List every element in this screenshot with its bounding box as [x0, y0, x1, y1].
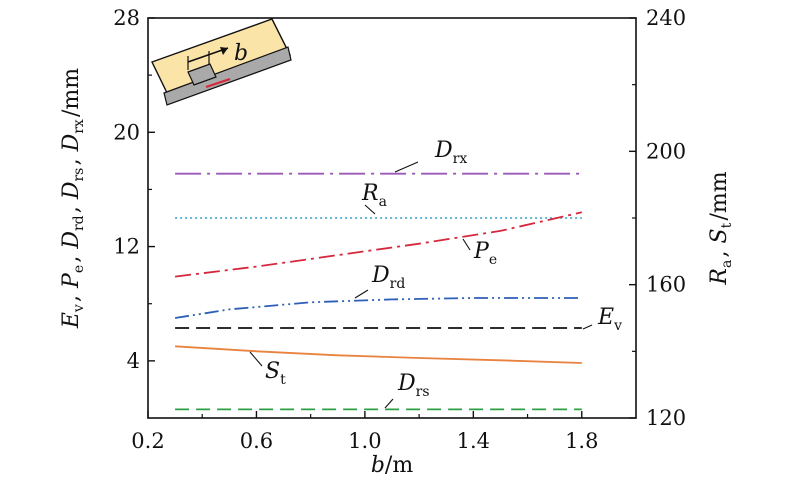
x-tick-label: 1.0 [348, 429, 381, 453]
series-label-drs: Drs [397, 371, 430, 400]
inset-block [187, 63, 217, 86]
series-label-drd: Drd [371, 263, 405, 292]
series-label-st: St [265, 359, 286, 388]
label-leader-st [249, 351, 263, 367]
label-leader-drx [394, 161, 419, 173]
label-leader-drs [384, 398, 394, 409]
y-right-axis-label: Ra , St /mm [707, 171, 735, 285]
inset-b-label: b [234, 41, 248, 66]
y-right-tick-label: 240 [646, 6, 686, 30]
series-labels: Drx Ra Pe Drd Ev St Drs [249, 138, 622, 409]
x-axis-label: b/m [371, 453, 414, 478]
y-right-tick-label: 160 [646, 273, 686, 297]
label-leader-ev [582, 324, 593, 330]
series-label-ev: Ev [597, 305, 622, 334]
y-left-tick-label: 28 [113, 6, 140, 30]
label-leader-drd [354, 289, 369, 299]
inset-red-segment [205, 77, 231, 89]
series-label-pe: Pe [473, 239, 497, 268]
series-line-drd [174, 297, 582, 319]
series-label-ra: Ra [361, 181, 387, 210]
inset-arrow-head [220, 47, 228, 55]
series-line-st [175, 345, 582, 364]
series-group [174, 172, 583, 411]
y-right-tick-label: 120 [646, 406, 686, 430]
x-tick-label: 0.2 [131, 429, 164, 453]
inset-base-plate [163, 46, 292, 106]
x-tick-label: 1.8 [565, 429, 598, 453]
y-left-tick-label: 20 [113, 120, 140, 144]
y-left-tick-label: 4 [127, 349, 140, 373]
y-left-axis-label: Ev , Pe , Drd , Drs , Drx /mm [59, 68, 87, 329]
series-line-pe [174, 211, 583, 278]
inset-diagram: b [151, 18, 292, 106]
series-label-drx: Drx [434, 138, 467, 167]
y-left-tick-label: 12 [113, 235, 140, 259]
x-tick-label: 0.6 [240, 429, 273, 453]
axes: 0.2 0.6 1.0 1.4 1.8 4 12 20 28 120 160 200 240 b/m Ev … [59, 6, 735, 478]
x-tick-label: 1.4 [457, 429, 490, 453]
y-right-tick-label: 200 [646, 139, 686, 163]
label-leader-pe [462, 238, 471, 251]
label-leader-ra [364, 204, 376, 215]
